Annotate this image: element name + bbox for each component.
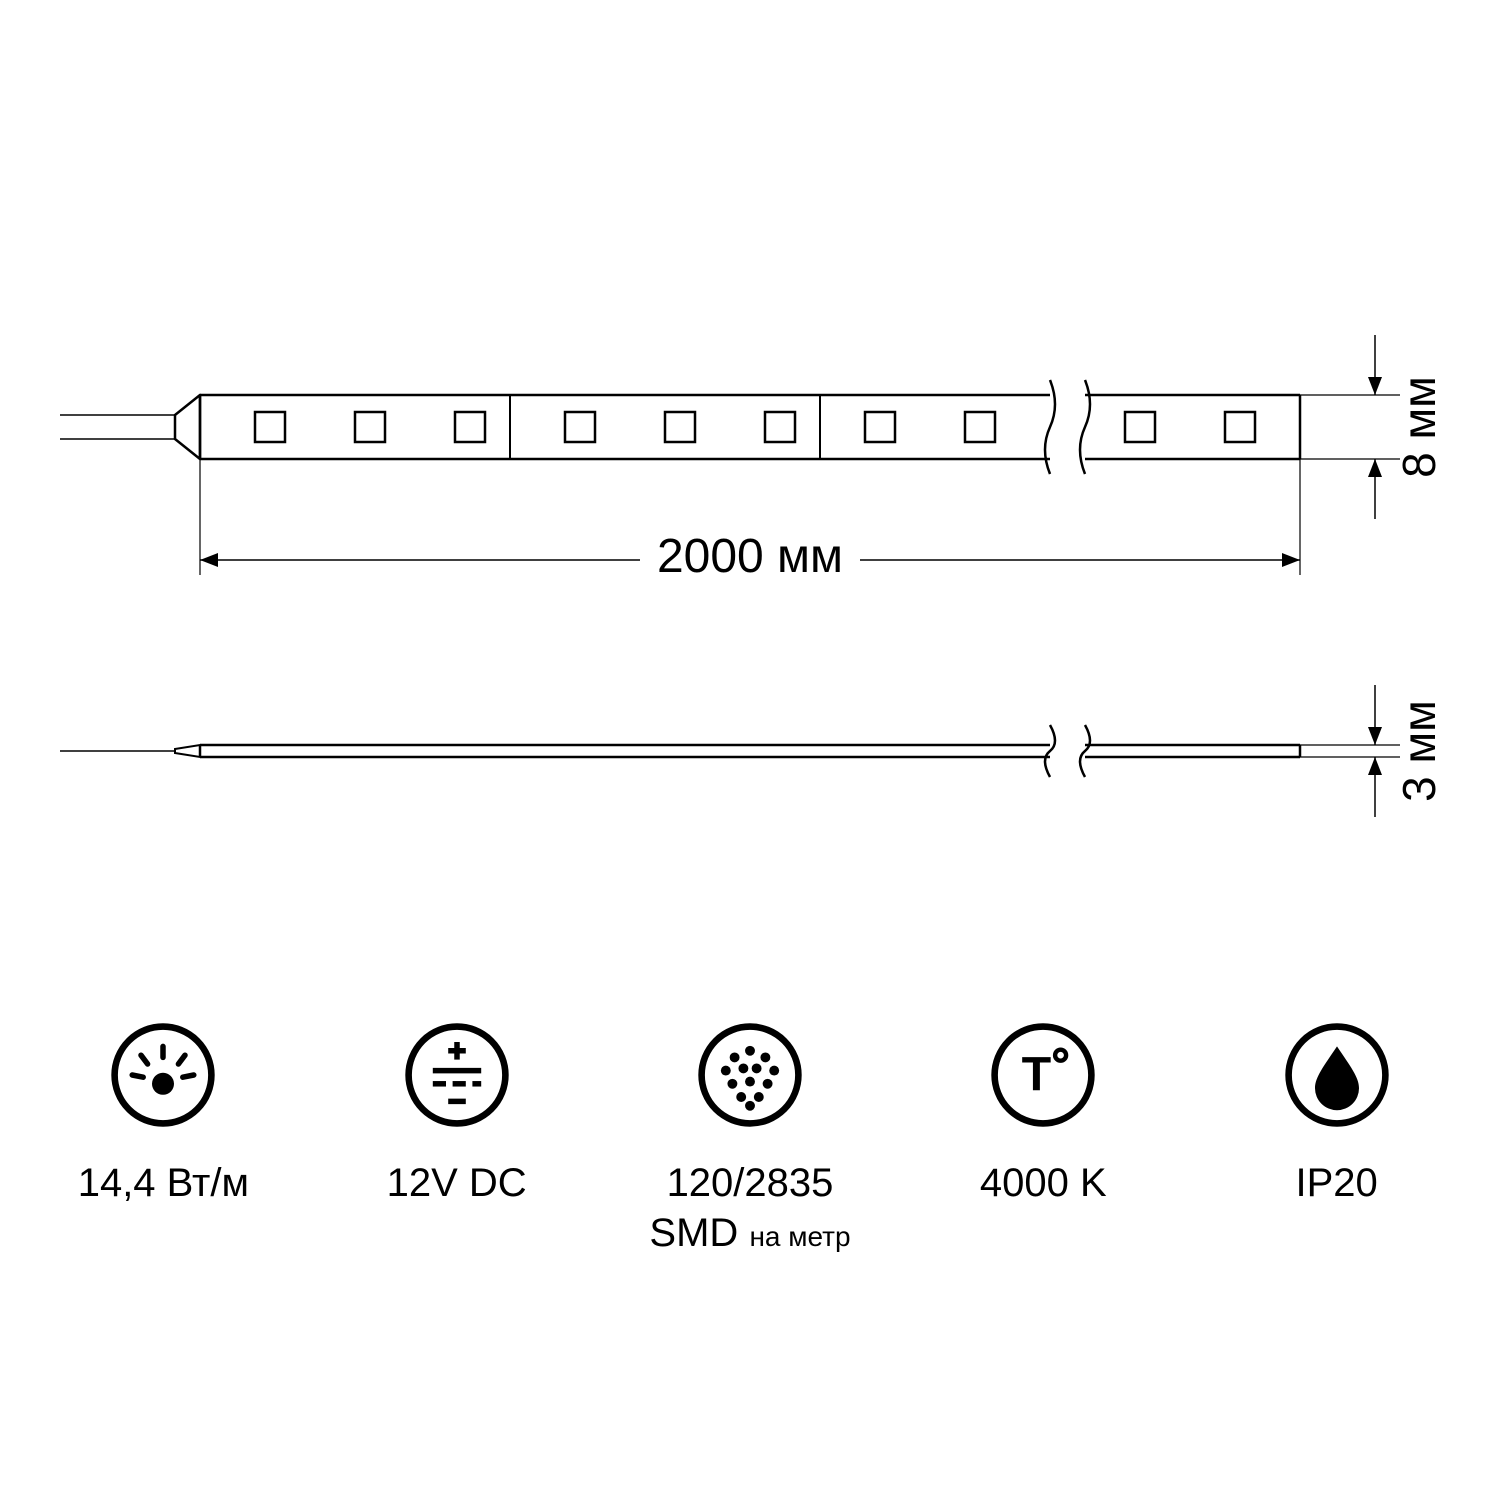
spec-row: 14,4 Вт/м 12V DC bbox=[0, 1020, 1500, 1258]
spec-ip-label: IP20 bbox=[1295, 1158, 1377, 1208]
dimension-width-8mm: 8 мм bbox=[1368, 335, 1445, 519]
spec-ip-rating: IP20 bbox=[1207, 1020, 1467, 1208]
led-strip-top-view bbox=[60, 380, 1300, 474]
temperature-icon: T bbox=[988, 1020, 1098, 1130]
dimension-thickness-3mm: 3 мм bbox=[1368, 685, 1445, 817]
dimension-length-2000mm: 2000 мм bbox=[200, 459, 1300, 583]
spec-led-density: 120/2835 SMD на метр bbox=[620, 1020, 880, 1258]
spec-voltage-label: 12V DC bbox=[387, 1158, 527, 1208]
spec-power-label: 14,4 Вт/м bbox=[78, 1158, 249, 1208]
thickness-label: 3 мм bbox=[1393, 700, 1445, 802]
ip-icon bbox=[1282, 1020, 1392, 1130]
dimension-drawing: 8 мм 2000 мм 3 мм bbox=[0, 0, 1500, 900]
width-label: 8 мм bbox=[1393, 376, 1445, 478]
spec-voltage: 12V DC bbox=[327, 1020, 587, 1208]
spec-color-temp-label: 4000 K bbox=[980, 1158, 1107, 1208]
length-label: 2000 мм bbox=[657, 530, 843, 583]
dc-icon bbox=[402, 1020, 512, 1130]
spec-led-density-label: 120/2835 SMD на метр bbox=[649, 1158, 850, 1258]
dots-icon bbox=[695, 1020, 805, 1130]
brightness-icon bbox=[108, 1020, 218, 1130]
spec-color-temp: T 4000 K bbox=[913, 1020, 1173, 1208]
svg-text:T: T bbox=[1022, 1047, 1052, 1101]
spec-power: 14,4 Вт/м bbox=[33, 1020, 293, 1208]
led-strip-side-view bbox=[60, 725, 1300, 777]
